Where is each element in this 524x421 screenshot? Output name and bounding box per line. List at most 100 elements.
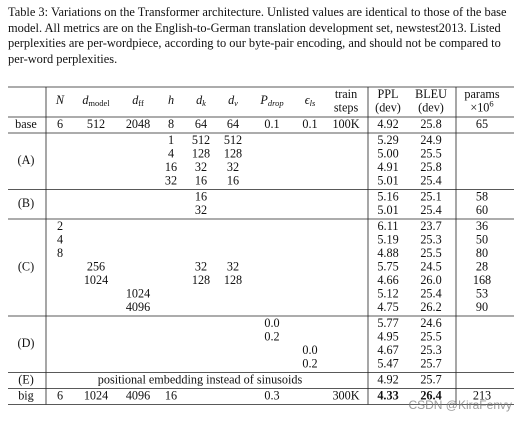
header-cell: h xyxy=(168,93,174,107)
table-cell: 26.2 xyxy=(420,300,441,314)
table-cell: 32 xyxy=(195,203,207,217)
table-cell: 24.5 xyxy=(420,259,441,273)
table-cell: 26.0 xyxy=(420,273,441,287)
header-cell: (dev) xyxy=(375,100,401,114)
header-part: k xyxy=(202,98,206,108)
table-cell: 512 xyxy=(192,133,210,147)
table-cell: 6.11 xyxy=(378,219,399,233)
header-cell: params xyxy=(464,87,499,101)
table-cell: 24.9 xyxy=(420,133,441,147)
table-cell: 5.12 xyxy=(377,286,398,300)
header-cell: dv xyxy=(228,93,238,108)
header-cell: ×106 xyxy=(470,98,493,114)
table-cell: 16 xyxy=(195,189,207,203)
header-part: steps xyxy=(334,100,359,114)
table-cell: 0.0 xyxy=(264,316,279,330)
header-part: N xyxy=(55,93,65,107)
header-part: drop xyxy=(268,98,284,108)
table-cell: 4 xyxy=(168,146,174,160)
header-cell: steps xyxy=(334,100,359,114)
header-part: BLEU xyxy=(415,87,447,101)
table-cell: 6 xyxy=(57,388,63,402)
table-cell: 5.77 xyxy=(377,316,398,330)
table-cell: 6 xyxy=(57,117,63,131)
header-part: h xyxy=(168,93,174,107)
table-cell: 4.75 xyxy=(377,300,398,314)
header-cell: (dev) xyxy=(418,100,444,114)
table-cell: 26.4 xyxy=(420,388,441,402)
table-cell: 168 xyxy=(473,273,491,287)
header-cell: train xyxy=(335,87,357,101)
table-cell: 64 xyxy=(227,117,239,131)
table-cell: 25.7 xyxy=(420,356,441,370)
table-cell: 64 xyxy=(195,117,207,131)
table-caption: Table 3: Variations on the Transformer a… xyxy=(8,5,507,66)
table-cell: 25.5 xyxy=(420,146,441,160)
header-part: ×10 xyxy=(470,100,489,114)
table-cell: 16 xyxy=(165,388,177,402)
table-cell: 25.3 xyxy=(420,232,441,246)
table-cell: 25.3 xyxy=(420,343,441,357)
table-cell: 8 xyxy=(57,246,63,260)
table-cell: 0.0 xyxy=(302,343,317,357)
group-label: (A) xyxy=(18,153,35,167)
table-cell: 8 xyxy=(168,117,174,131)
table-cell: 58 xyxy=(476,189,488,203)
table-cell: 1 xyxy=(168,133,174,147)
header-part: 6 xyxy=(489,98,493,108)
table-cell: 16 xyxy=(195,173,207,187)
table-cell: 128 xyxy=(224,273,242,287)
table-cell: 60 xyxy=(476,203,488,217)
table-cell: 65 xyxy=(476,117,488,131)
table-cell: 25.7 xyxy=(420,372,441,386)
table-cell: 4.92 xyxy=(377,117,398,131)
table-cell: 4.92 xyxy=(377,372,398,386)
table-cell: 25.1 xyxy=(420,189,441,203)
table-cell: 5.01 xyxy=(377,203,398,217)
table-cell: 2 xyxy=(57,219,63,233)
table-cell: 4.33 xyxy=(377,388,398,402)
table-cell: 4.66 xyxy=(377,273,398,287)
header-cell: Pdrop xyxy=(259,93,283,108)
table-cell: 128 xyxy=(224,146,242,160)
header-part: PPL xyxy=(377,87,398,101)
table-cell: 4.88 xyxy=(377,246,398,260)
table-cell: 4.95 xyxy=(377,329,398,343)
header-part: ϵ xyxy=(305,93,311,107)
header-cell: dff xyxy=(132,93,144,108)
table-cell: 128 xyxy=(192,273,210,287)
table-cell: 25.5 xyxy=(420,329,441,343)
group-label: (B) xyxy=(18,196,34,210)
header-cell: dmodel xyxy=(82,93,110,108)
table-cell: 16 xyxy=(165,160,177,174)
group-label: (D) xyxy=(18,336,35,350)
table-cell: 16 xyxy=(227,173,239,187)
group-label: (C) xyxy=(18,259,34,273)
table-cell: 5.01 xyxy=(377,173,398,187)
table-cell: 512 xyxy=(87,117,105,131)
table-cell: 25.5 xyxy=(420,246,441,260)
header-part: params xyxy=(464,87,499,101)
table-cell: 4096 xyxy=(126,300,150,314)
table-cell: 512 xyxy=(224,133,242,147)
table-cell: 90 xyxy=(476,300,488,314)
header-part: ff xyxy=(138,98,144,108)
table-cell: 25.8 xyxy=(420,160,441,174)
note-cell: positional embedding instead of sinusoid… xyxy=(98,372,303,386)
header-part: v xyxy=(234,98,238,108)
header-cell: BLEU xyxy=(415,87,447,101)
table-cell: 5.00 xyxy=(377,146,398,160)
group-label: big xyxy=(18,388,34,402)
table-cell: 1024 xyxy=(84,273,108,287)
table-cell: 213 xyxy=(473,388,491,402)
table-cell: 32 xyxy=(195,160,207,174)
group-label: (E) xyxy=(18,372,34,386)
table-cell: 28 xyxy=(476,259,488,273)
group-label: base xyxy=(15,117,37,131)
header-part: model xyxy=(88,98,110,108)
table-cell: 5.75 xyxy=(377,259,398,273)
table-cell: 32 xyxy=(165,173,177,187)
table-cell: 25.4 xyxy=(420,203,441,217)
